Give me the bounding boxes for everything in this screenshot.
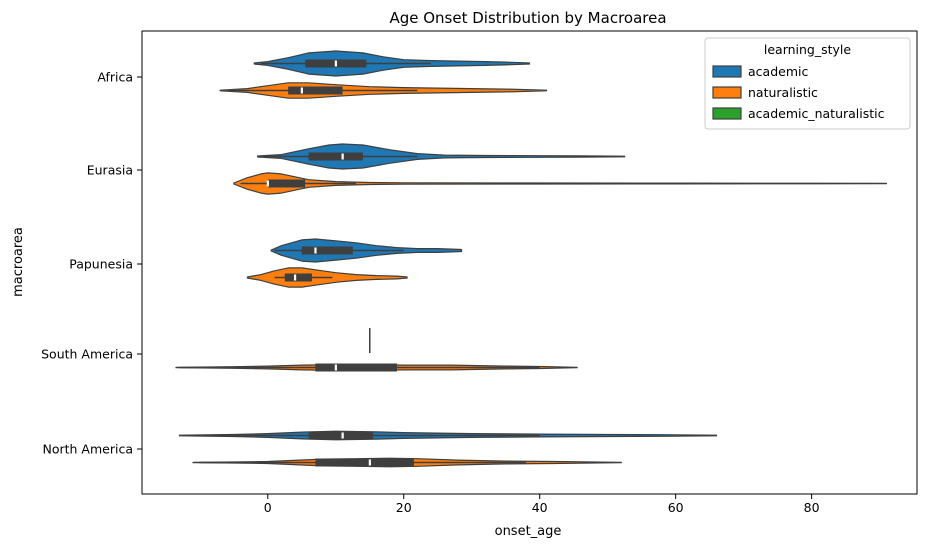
violin-iqr-box — [301, 246, 353, 255]
violin-academic-eurasia — [257, 143, 626, 170]
violin-naturalistic-africa — [219, 82, 548, 99]
y-tick-label: South America — [41, 347, 133, 362]
violin-median-marker — [300, 87, 303, 94]
violin-body — [233, 172, 887, 195]
y-axis-label: macroarea — [11, 227, 26, 297]
violin-median-marker — [341, 153, 344, 160]
violin-naturalistic-south-america — [175, 363, 578, 372]
violin-academic-africa — [253, 50, 531, 77]
violin-median-marker — [368, 459, 371, 466]
legend-swatch-academic — [712, 65, 742, 78]
violin-iqr-box — [267, 179, 306, 188]
chart-title: Age Onset Distribution by Macroarea — [389, 9, 666, 27]
violin-median-marker — [334, 60, 337, 67]
y-axis: Africa Eurasia Papunesia South America North… — [41, 70, 142, 457]
violin-iqr-box — [315, 458, 414, 467]
violin-median-marker — [293, 274, 297, 281]
violin-iqr-box — [308, 152, 363, 161]
violin-median-marker — [266, 180, 269, 187]
violin-naturalistic-north-america — [192, 457, 622, 468]
violin-academic-north-america — [178, 430, 718, 441]
title-group: Age Onset Distribution by Macroarea — [389, 9, 666, 27]
plot-frame — [141, 30, 918, 495]
legend-box — [704, 37, 911, 130]
violin-body — [257, 143, 626, 170]
violin-iqr-box — [308, 431, 374, 440]
x-tick-label: 0 — [264, 500, 272, 515]
y-tick-label: Africa — [97, 70, 133, 85]
violin-median-marker — [341, 432, 344, 439]
x-tick-label: 20 — [396, 500, 412, 515]
y-tick-label: North America — [43, 442, 134, 457]
legend-label-naturalistic: naturalistic — [748, 85, 818, 100]
y-tick-label: Eurasia — [87, 163, 133, 178]
x-tick-label: 60 — [668, 500, 684, 515]
violin-median-marker — [334, 364, 337, 371]
x-axis-label: onset_age — [495, 524, 562, 539]
y-tick-label: Papunesia — [69, 257, 133, 272]
violin-naturalistic-papunesia — [246, 267, 408, 288]
violin-iqr-box — [288, 86, 343, 95]
x-tick-label: 80 — [804, 500, 820, 515]
violin-iqr-box — [315, 363, 397, 372]
violin-median-marker — [314, 247, 317, 254]
legend-swatch-academic_naturalistic — [712, 107, 742, 120]
legend-label-academic_naturalistic: academic_naturalistic — [748, 106, 885, 121]
legend-swatch-naturalistic — [712, 86, 742, 99]
legend-label-academic: academic — [748, 64, 808, 79]
legend: learning_style academic naturalistic academ… — [704, 37, 911, 130]
violin-layer — [175, 50, 887, 468]
violin-academic-papunesia — [270, 238, 463, 263]
legend-title: learning_style — [764, 42, 852, 57]
x-axis: 0 20 40 60 80 — [264, 494, 820, 515]
x-tick-label: 40 — [532, 500, 548, 515]
violin-naturalistic-eurasia — [233, 172, 887, 195]
violin-iqr-box — [284, 273, 312, 282]
